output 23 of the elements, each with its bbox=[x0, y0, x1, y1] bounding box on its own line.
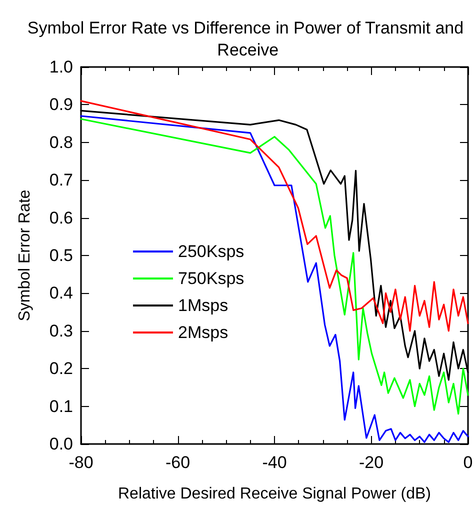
y-tick-label: 0.4 bbox=[49, 284, 73, 303]
legend-label: 250Ksps bbox=[178, 242, 244, 261]
y-tick-label: 0.3 bbox=[49, 321, 73, 340]
x-axis-title: Relative Desired Receive Signal Power (dB) bbox=[118, 486, 432, 502]
y-tick-label: 0.0 bbox=[49, 434, 73, 454]
y-tick-label: 0.7 bbox=[49, 170, 73, 190]
x-tick-label: -20 bbox=[358, 453, 384, 472]
chart-title: Symbol Error Rate vs Difference in Power of Transmit and Receive bbox=[27, 18, 464, 60]
y-tick-label: 0.6 bbox=[49, 208, 73, 228]
legend-label: 750Ksps bbox=[178, 269, 244, 288]
x-tick-label: -60 bbox=[165, 453, 190, 472]
y-tick-label: 0.9 bbox=[49, 95, 73, 114]
x-tick-label: -80 bbox=[68, 453, 94, 472]
y-tick-label: 0.5 bbox=[49, 246, 73, 265]
y-tick-label: 0.1 bbox=[49, 396, 73, 416]
y-axis-title: Symbol Error Rate bbox=[16, 190, 34, 322]
y-tick-label: 1.0 bbox=[49, 58, 73, 76]
x-tick-label: -40 bbox=[262, 453, 287, 472]
y-tick-label: 0.8 bbox=[49, 132, 73, 152]
legend-label: 1Msps bbox=[178, 296, 228, 315]
y-tick-label: 0.2 bbox=[49, 359, 73, 378]
x-tick-label: 0 bbox=[463, 453, 473, 472]
legend-label: 2Msps bbox=[178, 323, 228, 342]
